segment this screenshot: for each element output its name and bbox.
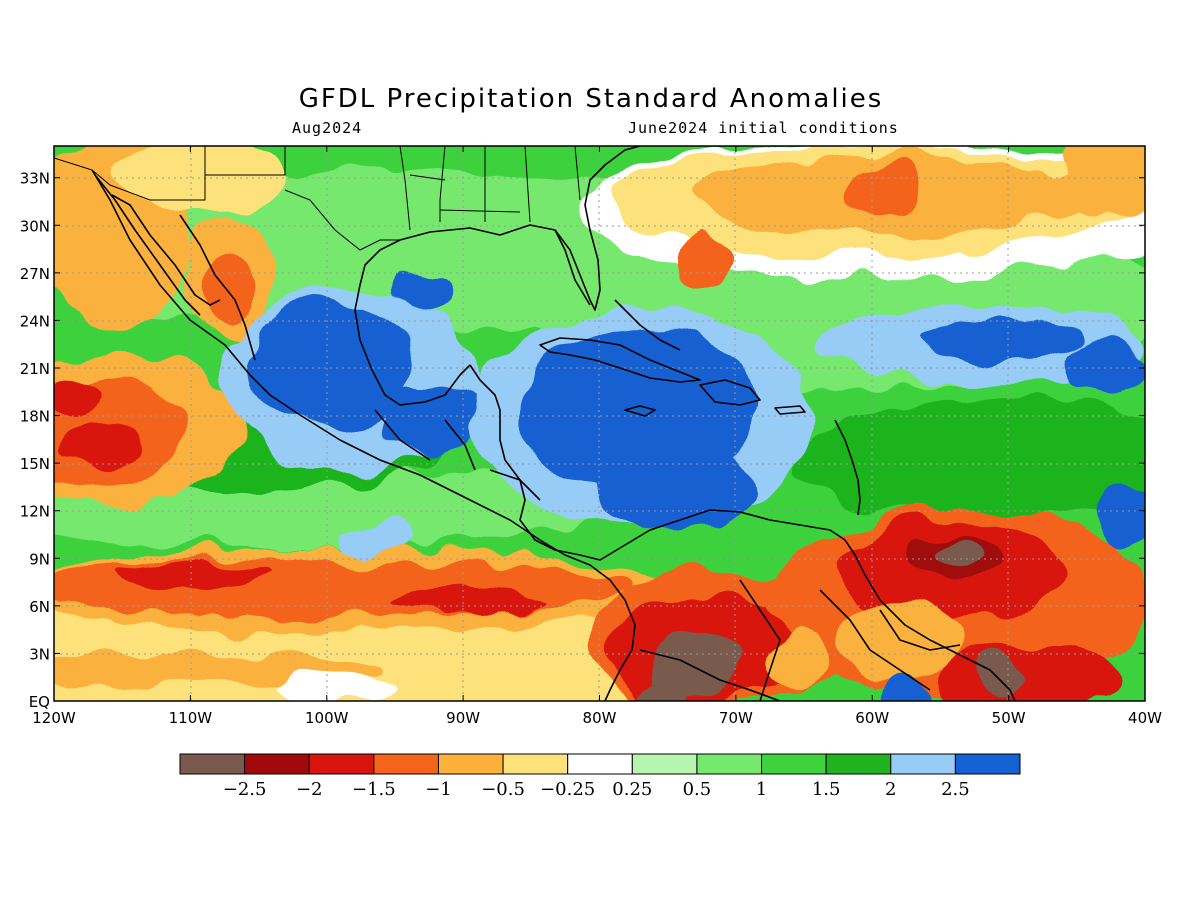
forecast-month: Aug2024: [292, 119, 363, 137]
y-tick-label: 3N: [29, 645, 50, 663]
anomaly-field: [54, 146, 1145, 701]
anomaly-region: [920, 320, 1080, 360]
anomaly-region: [54, 560, 630, 616]
anomaly-region: [1070, 335, 1145, 395]
anomaly-region: [650, 625, 750, 695]
coastlines: [91, 146, 1016, 701]
map-title: GFDL Precipitation Standard Anomalies: [298, 84, 884, 114]
y-tick-label: 9N: [29, 550, 50, 568]
anomaly-region: [54, 375, 100, 415]
anomaly-region: [54, 470, 600, 550]
y-tick-label: 18N: [20, 408, 50, 426]
anomaly-region: [845, 165, 925, 215]
colorbar-swatch: [954, 753, 1021, 775]
anomaly-region: [390, 272, 450, 308]
colorbar-label: 1: [756, 779, 767, 800]
colorbar-label: 0.5: [683, 779, 712, 800]
anomaly-region: [54, 652, 380, 688]
anomaly-region: [675, 235, 735, 285]
colorbar-swatch: [631, 753, 698, 775]
colorbar-label: −2.5: [223, 779, 267, 800]
colorbar: −2.5 −2 −1.5 −1 −0.5 −0.25 0.25 0.5 1 1.5 2 2.5: [179, 753, 1021, 800]
colorbar-swatch: [179, 753, 246, 775]
colorbar-swatch: [567, 753, 633, 775]
y-tick-label: 33N: [20, 170, 50, 188]
colorbar-swatch: [308, 753, 375, 775]
anomaly-region: [207, 250, 257, 320]
y-tick-label: 30N: [20, 217, 50, 235]
anomaly-region: [380, 385, 480, 455]
anomaly-region: [935, 540, 985, 570]
colorbar-label: −0.25: [540, 779, 595, 800]
anomaly-region: [640, 675, 680, 701]
colorbar-swatch: [437, 753, 504, 775]
colorbar-label: −1.5: [352, 779, 396, 800]
colorbar-label: −0.5: [481, 779, 525, 800]
y-tick-label: 24N: [20, 312, 50, 330]
anomaly-region: [770, 630, 830, 690]
y-tick-label: EQ: [29, 693, 50, 711]
colorbar-label: 0.25: [612, 779, 652, 800]
anomaly-region: [245, 305, 415, 425]
anomaly-region: [110, 566, 270, 590]
anomaly-region: [340, 522, 410, 558]
y-tick-label: 12N: [20, 503, 50, 521]
anomaly-region: [590, 445, 750, 535]
x-tick-label: 100W: [305, 709, 349, 727]
initial-conditions: June2024 initial conditions: [628, 119, 899, 137]
colorbar-swatch: [373, 753, 439, 775]
anomaly-region: [60, 425, 140, 465]
y-tick-label: 6N: [29, 598, 50, 616]
anomaly-region: [1060, 146, 1145, 215]
x-tick-label: 90W: [446, 709, 480, 727]
colorbar-label: 2.5: [941, 779, 970, 800]
anomaly-region: [390, 588, 550, 612]
colorbar-swatch: [696, 753, 763, 775]
y-tick-label: 15N: [20, 455, 50, 473]
anomaly-region: [280, 675, 400, 701]
colorbar-label: −2: [296, 779, 323, 800]
grid-lines: [54, 146, 1145, 701]
colorbar-label: −1: [425, 779, 452, 800]
colorbar-label: 1.5: [812, 779, 841, 800]
anomaly-region: [1095, 480, 1145, 550]
colorbar-swatch: [761, 753, 827, 775]
colorbar-swatch: [502, 753, 569, 775]
x-tick-label: 110W: [169, 709, 213, 727]
x-tick-label: 50W: [992, 709, 1026, 727]
colorbar-swatch: [890, 753, 956, 775]
colorbar-swatch: [825, 753, 892, 775]
political-borders: [54, 146, 581, 251]
x-tick-label: 80W: [583, 709, 617, 727]
x-tick-label: 70W: [719, 709, 753, 727]
colorbar-label: 2: [885, 779, 896, 800]
x-axis: 120W 110W 100W 90W 80W 70W 60W 50W 40W: [32, 146, 1162, 727]
y-axis: EQ 3N 6N 9N 12N 15N 18N 21N 24N 27N 30N 33N: [20, 170, 1145, 711]
x-tick-label: 60W: [855, 709, 889, 727]
anomaly-region: [800, 400, 1145, 520]
y-tick-label: 21N: [20, 360, 50, 378]
x-tick-label: 120W: [32, 709, 76, 727]
x-tick-label: 40W: [1128, 709, 1162, 727]
anomaly-region: [940, 640, 1120, 701]
y-tick-label: 27N: [20, 265, 50, 283]
colorbar-swatch: [244, 753, 310, 775]
